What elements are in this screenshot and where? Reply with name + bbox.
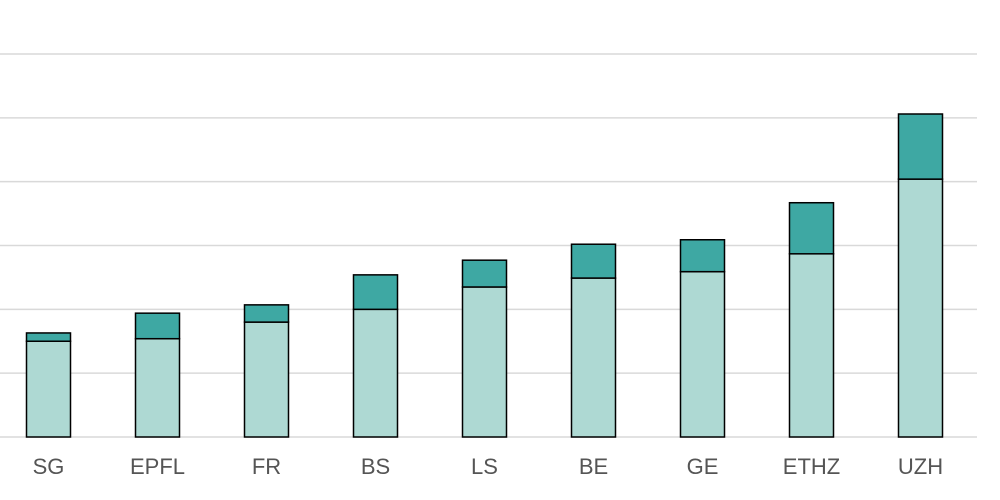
bar-segment (352, 274, 399, 311)
bar-segment (243, 304, 290, 323)
x-tick-label: EPFL (130, 454, 185, 479)
x-tick-label: UZH (898, 454, 943, 479)
x-tick-label: ETHZ (783, 454, 840, 479)
bar-segment (679, 239, 726, 273)
x-tick-label: FR (252, 454, 281, 479)
x-tick-label: BE (579, 454, 608, 479)
x-tick-label: SG (33, 454, 65, 479)
bar-segment (897, 178, 944, 438)
bar-segment (243, 321, 290, 438)
bar-segment (461, 259, 508, 288)
bar-segment (352, 308, 399, 438)
bar-segment (897, 113, 944, 180)
bar-segment (461, 286, 508, 438)
bar-segment (788, 201, 835, 255)
x-tick-label: BS (361, 454, 390, 479)
x-tick-label: GE (687, 454, 719, 479)
bar-segment (679, 270, 726, 438)
bar-segment (570, 277, 617, 438)
bar-segment (570, 243, 617, 279)
bar-segment (25, 340, 72, 438)
x-tick-label: LS (471, 454, 498, 479)
bar-segment (134, 312, 181, 340)
bar-segment (788, 253, 835, 438)
bar-segment (25, 332, 72, 342)
bar-segment (134, 337, 181, 438)
